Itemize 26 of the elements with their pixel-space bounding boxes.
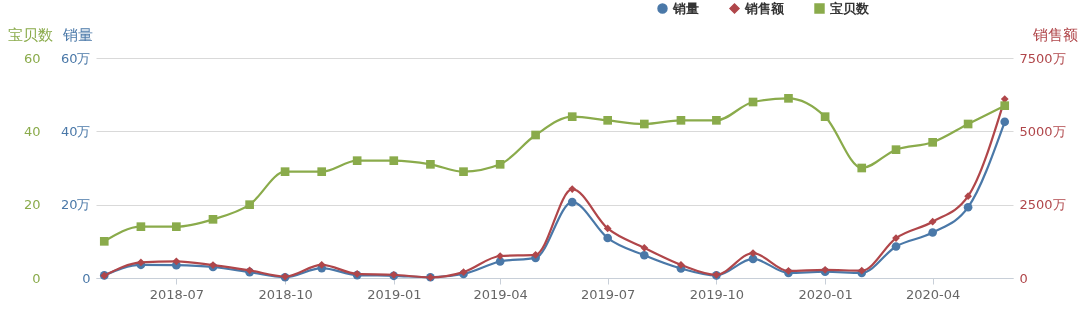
y-tick-label: 60万: [60, 50, 91, 66]
y2-tick-label: 0: [1019, 270, 1028, 286]
x-tick-label: 2019-07: [581, 286, 636, 302]
x-tick-label: 2020-04: [905, 286, 961, 302]
y3-tick-label: 20: [23, 197, 41, 213]
legend-label: 宝贝数: [830, 0, 870, 16]
y-tick-label: 20万: [60, 197, 91, 213]
y2-axis-title: 销售额: [1032, 25, 1078, 44]
y-tick-label: 40万: [60, 123, 91, 139]
y2-tick-label: 2500万: [1019, 197, 1066, 213]
x-tick-label: 2020-01: [798, 286, 853, 302]
legend-label: 销售额: [744, 0, 785, 16]
y3-tick-label: 40: [23, 123, 41, 139]
x-tick-label: 2019-04: [473, 286, 528, 302]
y-axis-title: 销量: [61, 25, 93, 44]
legend-label: 销量: [672, 0, 699, 16]
x-tick-label: 2019-01: [367, 286, 422, 302]
y2-tick-label: 5000万: [1019, 123, 1066, 139]
y3-tick-label: 0: [32, 270, 41, 286]
y3-axis-title: 宝贝数: [8, 25, 53, 44]
x-tick-label: 2018-10: [258, 286, 313, 302]
y3-tick-label: 60: [23, 50, 41, 66]
x-tick-label: 2019-10: [689, 286, 745, 302]
x-tick-label: 2018-07: [149, 286, 205, 302]
y2-tick-label: 7500万: [1019, 50, 1066, 66]
y-tick-label: 0: [82, 270, 91, 286]
